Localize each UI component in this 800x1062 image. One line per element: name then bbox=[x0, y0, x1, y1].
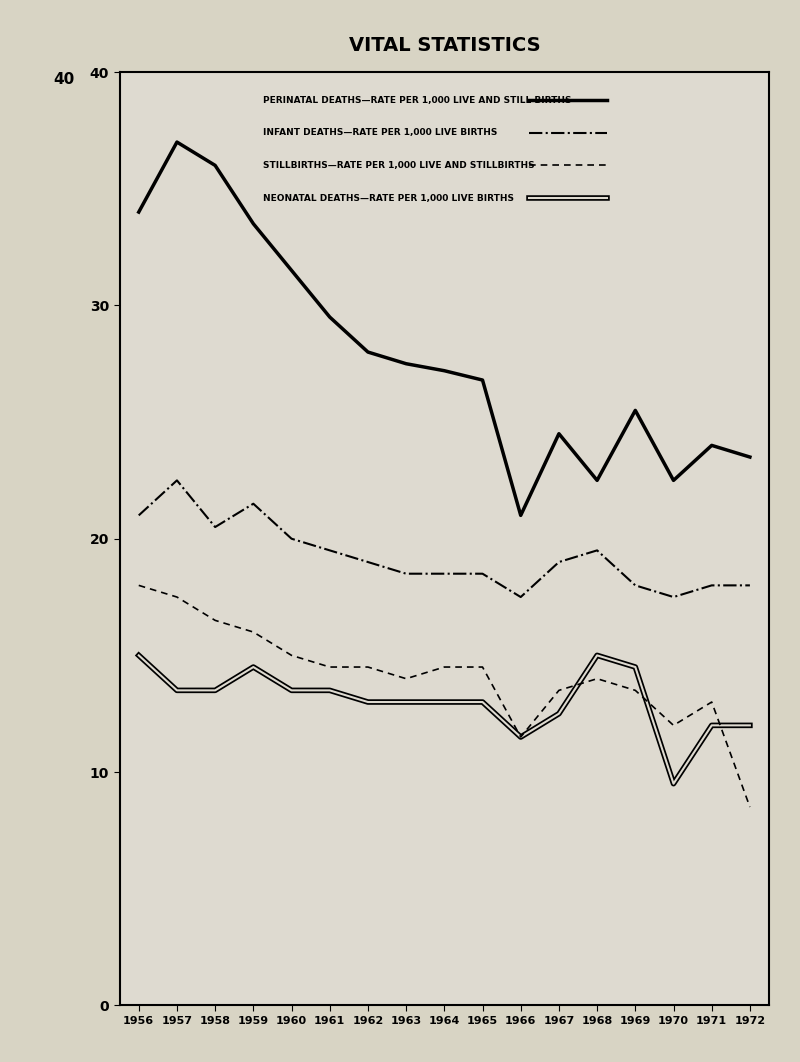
Text: 40: 40 bbox=[53, 72, 74, 87]
Text: PERINATAL DEATHS—RATE PER 1,000 LIVE AND STILL BIRTHS: PERINATAL DEATHS—RATE PER 1,000 LIVE AND… bbox=[262, 96, 571, 104]
Text: STILLBIRTHS—RATE PER 1,000 LIVE AND STILLBIRTHS: STILLBIRTHS—RATE PER 1,000 LIVE AND STIL… bbox=[262, 161, 534, 170]
Text: NEONATAL DEATHS—RATE PER 1,000 LIVE BIRTHS: NEONATAL DEATHS—RATE PER 1,000 LIVE BIRT… bbox=[262, 193, 514, 203]
Text: INFANT DEATHS—RATE PER 1,000 LIVE BIRTHS: INFANT DEATHS—RATE PER 1,000 LIVE BIRTHS bbox=[262, 129, 497, 137]
Title: VITAL STATISTICS: VITAL STATISTICS bbox=[349, 36, 540, 55]
